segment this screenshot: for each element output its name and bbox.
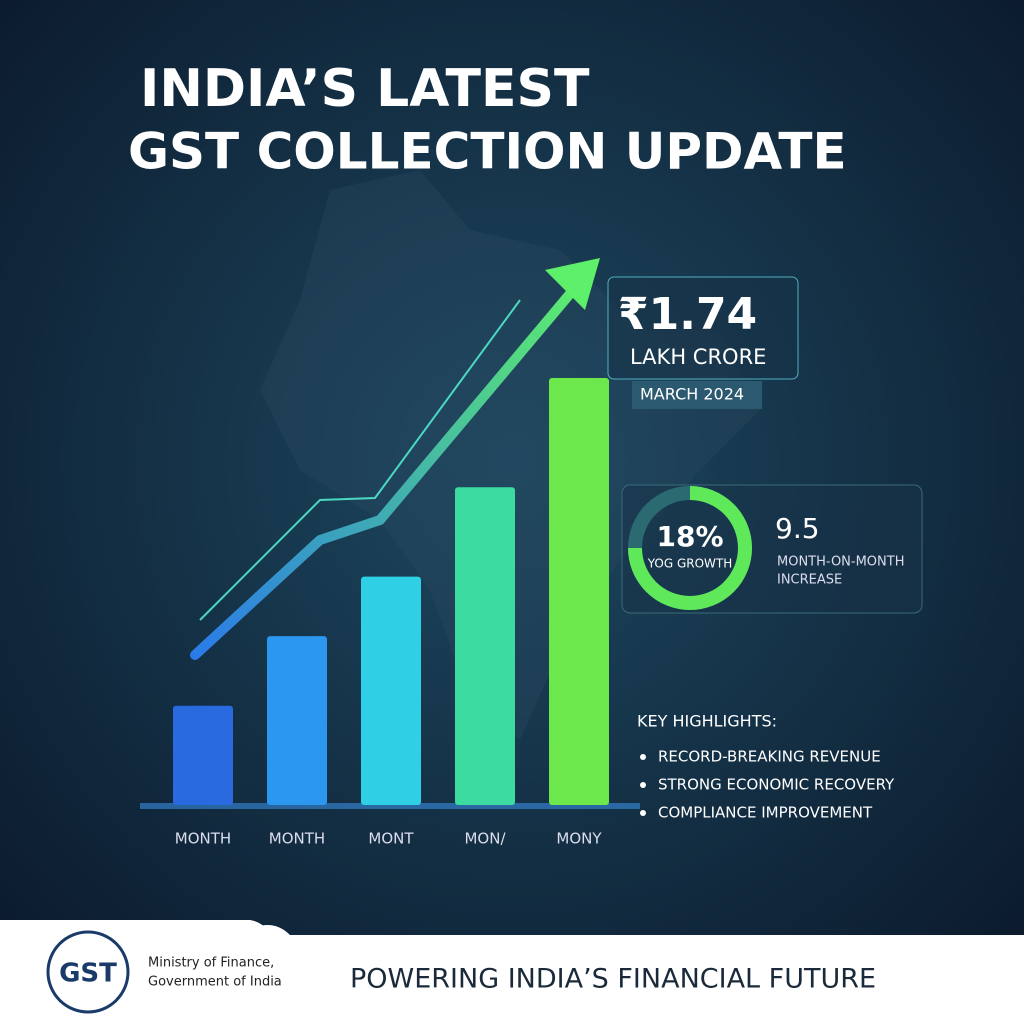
- increase-label: MONTH-ON-MONTH: [777, 555, 904, 570]
- increase-label: INCREASE: [777, 573, 842, 588]
- title-line: GST COLLECTION UPDATE: [128, 123, 847, 181]
- highlight-item: STRONG ECONOMIC RECOVERY: [658, 776, 895, 794]
- map-silhouette: [260, 170, 760, 740]
- callout-box: [607, 276, 799, 380]
- x-label: MON/: [464, 830, 506, 848]
- trend-arrow: [190, 265, 595, 660]
- bullet: [640, 754, 646, 760]
- bar: [361, 576, 421, 805]
- bar: [173, 705, 233, 805]
- growth-label: YOG GROWTH: [647, 557, 733, 571]
- bullet: [640, 782, 646, 788]
- logo: GST: [59, 959, 117, 989]
- unit: LAKH CRORE: [630, 345, 766, 369]
- thin-arrow: [199, 299, 521, 621]
- period: MARCH 2024: [640, 385, 744, 404]
- bar: [455, 487, 515, 805]
- highlight-item: RECORD-BREAKING REVENUE: [658, 748, 881, 766]
- title-line: INDIA’S LATEST: [140, 59, 590, 119]
- tagline: POWERING INDIA’S FINANCIAL FUTURE: [350, 964, 876, 995]
- arrow-head: [545, 258, 600, 310]
- x-label: MONTH: [175, 830, 231, 848]
- growth-arc: [628, 486, 752, 610]
- x-label: MONY: [556, 830, 602, 848]
- highlights-title: KEY HIGHLIGHTS:: [637, 712, 777, 731]
- amount: ₹1.74: [618, 289, 757, 340]
- ministry: Government of India: [148, 975, 282, 990]
- period-badge: [632, 381, 762, 409]
- ministry: Ministry of Finance,: [148, 956, 274, 971]
- bullet: [640, 810, 646, 816]
- bar-chart: MONTH MONTH MONT MON/MONY: [173, 378, 609, 848]
- highlight-item: COMPLIANCE IMPROVEMENT: [658, 804, 873, 822]
- increase: 9.5: [775, 512, 820, 545]
- logo-ring: [46, 930, 130, 1014]
- highlights: RECORD-BREAKING REVENUE STRONG ECONOMIC R…: [640, 748, 895, 822]
- growth-box: [621, 484, 923, 614]
- x-label: MONT: [368, 830, 414, 848]
- bar: [267, 636, 327, 805]
- x-label: MONTH: [269, 830, 325, 848]
- footer-panel: [0, 920, 300, 1024]
- growth-percent: 18%: [656, 520, 723, 553]
- bar: [549, 378, 609, 805]
- baseline-glow: [140, 803, 640, 809]
